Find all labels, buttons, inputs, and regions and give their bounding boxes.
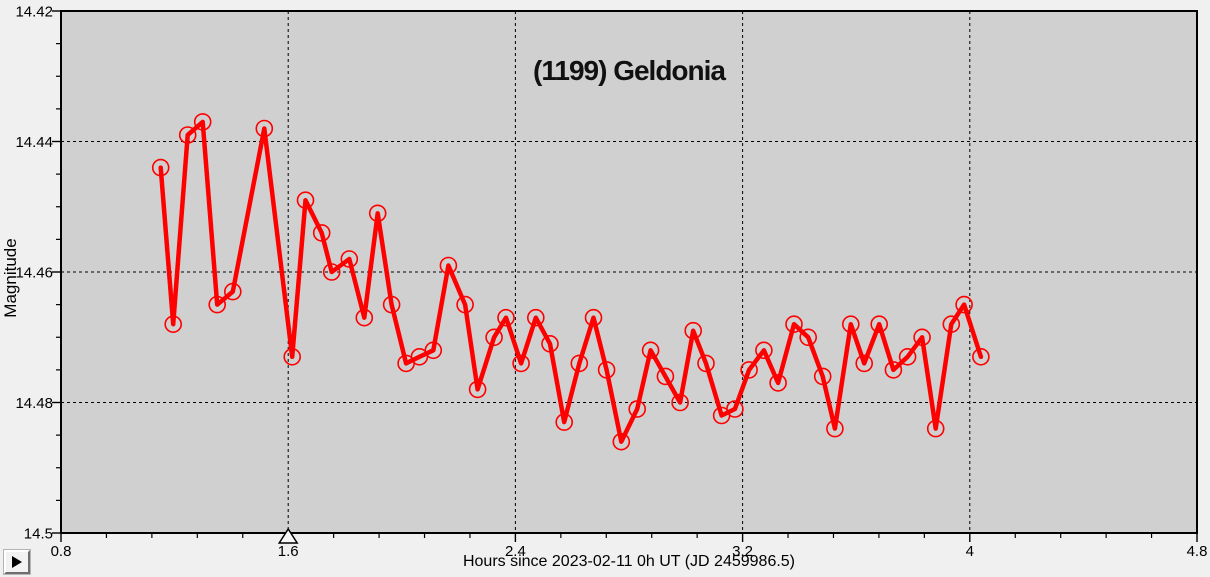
data-point-marker xyxy=(870,315,889,334)
data-point-marker xyxy=(826,419,844,438)
data-point-marker xyxy=(555,413,574,431)
data-point-marker xyxy=(485,328,503,347)
data-point-marker xyxy=(671,393,689,412)
data-point-marker xyxy=(340,250,359,268)
data-point-marker xyxy=(898,347,917,366)
x-tick-label: 4.8 xyxy=(1187,543,1208,560)
data-point-marker xyxy=(697,354,715,373)
data-point-marker xyxy=(468,380,487,399)
data-point-marker xyxy=(570,354,589,373)
x-tick-label: 1.6 xyxy=(278,543,299,560)
data-point-marker xyxy=(193,113,212,131)
data-point-marker xyxy=(255,119,274,138)
data-point-marker xyxy=(628,400,647,418)
play-icon xyxy=(12,556,22,568)
x-tick-label: 3.2 xyxy=(732,543,753,560)
data-point-marker xyxy=(424,341,443,360)
data-point-marker xyxy=(456,295,474,314)
x-tick-label: 2.4 xyxy=(505,543,526,560)
data-point-marker xyxy=(541,334,559,353)
data-point-marker xyxy=(151,158,170,177)
data-point-marker xyxy=(368,204,387,223)
y-tick-label: 14.46 xyxy=(15,264,53,281)
data-point-marker xyxy=(841,315,860,334)
data-point-marker xyxy=(584,308,603,327)
data-point-marker xyxy=(955,295,973,314)
data-point-marker xyxy=(755,341,773,360)
data-point-marker xyxy=(597,361,616,379)
data-point-marker xyxy=(972,347,990,366)
data-point-marker xyxy=(942,315,961,334)
data-point-marker xyxy=(884,361,903,379)
data-point-marker xyxy=(382,295,401,314)
data-point-marker xyxy=(178,126,197,144)
data-point-marker xyxy=(355,308,374,327)
data-point-marker xyxy=(439,256,458,275)
data-point-marker xyxy=(296,191,315,209)
data-point-marker xyxy=(740,361,758,379)
data-point-marker xyxy=(799,328,818,347)
phase-marker-triangle xyxy=(277,527,299,544)
data-point-marker xyxy=(813,367,832,386)
data-point-marker xyxy=(224,282,242,301)
data-point-marker xyxy=(641,341,660,360)
data-point-marker xyxy=(612,432,631,451)
y-tick-label: 14.44 xyxy=(15,134,53,151)
data-point-marker xyxy=(855,354,874,373)
data-point-marker xyxy=(512,354,530,373)
data-point-marker xyxy=(283,347,302,366)
y-tick-label: 14.5 xyxy=(24,525,53,542)
y-tick-label: 14.42 xyxy=(15,3,53,20)
play-button[interactable] xyxy=(4,550,30,574)
x-tick-label: 4 xyxy=(966,543,974,560)
lightcurve-line xyxy=(158,119,984,444)
data-point-marker xyxy=(684,321,703,340)
data-point-marker xyxy=(785,315,803,334)
data-point-marker xyxy=(769,374,787,392)
data-point-marker xyxy=(926,419,945,438)
data-point-marker xyxy=(497,308,515,327)
data-point-marker xyxy=(312,224,331,242)
data-point-marker xyxy=(656,367,675,386)
data-point-marker xyxy=(913,328,931,347)
data-point-marker xyxy=(726,400,744,418)
data-point-marker xyxy=(164,315,182,334)
x-tick-label: 0.8 xyxy=(51,543,72,560)
plot-area xyxy=(61,11,1197,533)
data-point-marker xyxy=(526,308,545,327)
data-point-marker xyxy=(322,263,341,281)
data-point-marker xyxy=(208,295,226,314)
y-tick-label: 14.48 xyxy=(15,395,53,412)
